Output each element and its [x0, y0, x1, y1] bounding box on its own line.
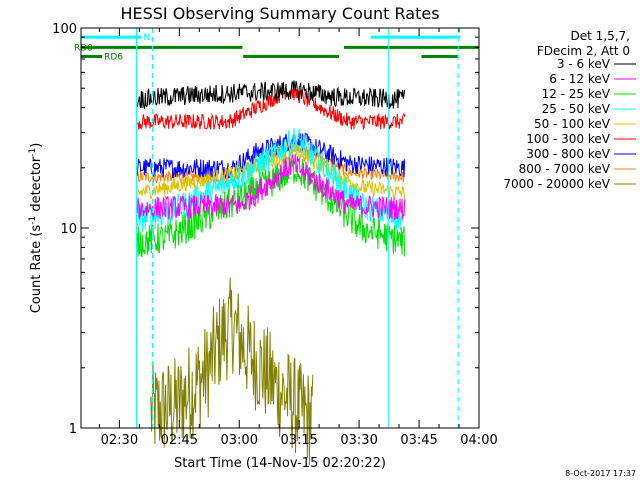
- legend-label-7000-20000-kev: 7000 - 20000 keV: [503, 177, 610, 191]
- y-axis-label: Count Rate (s-1 detector-1): [28, 143, 44, 314]
- flag-rd0-label: RD0: [74, 43, 93, 53]
- y-tick-label: 10: [60, 222, 77, 237]
- legend-label-100-300-kev: 100 - 300 keV: [526, 132, 610, 146]
- y-axis-label-mid: detector: [29, 156, 44, 216]
- y-axis-label-main: Count Rate (s: [29, 225, 44, 314]
- y-tick-label: 100: [52, 22, 77, 37]
- legend-header-2: FDecim 2, Att 0: [537, 44, 630, 58]
- x-tick-label: 02:30: [101, 433, 138, 448]
- legend-label-25-50-kev: 25 - 50 keV: [542, 102, 611, 116]
- x-tick-label: 03:15: [280, 433, 317, 448]
- date-stamp: 8-Oct-2017 17:37: [565, 469, 636, 478]
- legend-label-800-7000-kev: 800 - 7000 keV: [519, 162, 611, 176]
- marker-lines: [136, 28, 459, 428]
- y-tick-label: 1: [69, 422, 77, 437]
- x-tick-label: 04:00: [460, 433, 497, 448]
- y-axis-ticks: 1 10 100: [52, 22, 479, 437]
- legend-label-50-100-kev: 50 - 100 keV: [534, 117, 611, 131]
- attenuator-flags: N RD0 RD6: [74, 33, 479, 63]
- series-6-12-kev: [136, 153, 406, 221]
- x-tick-label: 03:30: [340, 433, 377, 448]
- series-50-100-kev: [137, 144, 406, 200]
- legend-label-300-800-kev: 300 - 800 keV: [526, 147, 610, 161]
- flag-n-label: N: [143, 33, 150, 43]
- legend-label-12-25-kev: 12 - 25 keV: [542, 87, 611, 101]
- series-7000-20000-kev: [150, 277, 314, 466]
- series-100-300-kev: [136, 85, 406, 131]
- x-tick-label: 03:45: [400, 433, 437, 448]
- x-tick-label: 02:45: [161, 433, 198, 448]
- series-3-6-kev: [136, 80, 406, 110]
- x-axis-ticks: 02:30 02:45 03:00 03:15 03:30 03:45 04:00: [98, 28, 498, 448]
- y-axis-label-sup2: -1: [28, 148, 38, 157]
- flag-rd6-label: RD6: [104, 53, 123, 63]
- traces-layer: [136, 80, 406, 466]
- legend-label-3-6-kev: 3 - 6 keV: [557, 57, 611, 71]
- series-300-800-kev: [136, 132, 406, 180]
- x-axis-label: Start Time (14-Nov-15 02:20:22): [174, 456, 386, 471]
- x-tick-label: 03:00: [221, 433, 258, 448]
- y-axis-label-end: ): [29, 143, 44, 148]
- legend-label-6-12-kev: 6 - 12 keV: [549, 72, 611, 86]
- y-axis-label-sup1: -1: [28, 216, 38, 225]
- chart-title: HESSI Observing Summary Count Rates: [120, 4, 439, 23]
- legend-header-1: Det 1,5,7,: [571, 29, 631, 43]
- series-25-50-kev: [136, 128, 406, 233]
